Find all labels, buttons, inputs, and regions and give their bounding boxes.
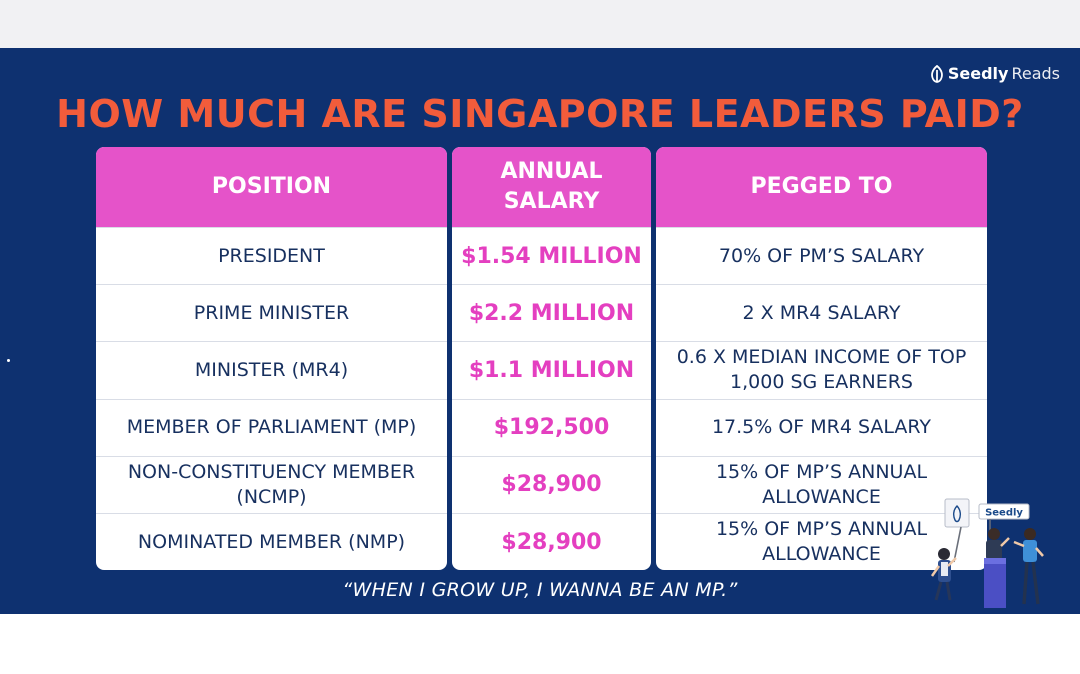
brand-logo: Seedly Reads — [929, 64, 1060, 83]
speaker-figure — [984, 528, 1010, 608]
table-cell-position: NOMINATED MEMBER (NMP) — [96, 512, 447, 570]
table-cell-position: MEMBER OF PARLIAMENT (MP) — [96, 398, 447, 456]
quote-caption: “WHEN I GROW UP, I WANNA BE AN MP.” — [342, 579, 738, 601]
table-cell-salary: $192,500 — [452, 398, 651, 456]
table-cell-pegged: 17.5% OF MR4 SALARY — [656, 398, 987, 456]
infographic-banner: Seedly Reads HOW MUCH ARE SINGAPORE LEAD… — [0, 48, 1080, 614]
top-strip — [0, 0, 1080, 48]
people-illustration: Seedly — [930, 498, 1044, 608]
salary-header: ANNUAL SALARY — [452, 147, 651, 227]
table-cell-pegged: 70% OF PM’S SALARY — [656, 227, 987, 284]
table-cell-salary: $2.2 MILLION — [452, 284, 651, 341]
table-cell-position: PRESIDENT — [96, 227, 447, 284]
table-cell-salary: $28,900 — [452, 455, 651, 513]
table-cell-salary: $28,900 — [452, 512, 651, 570]
woman-with-sign — [930, 498, 970, 601]
man-pointing — [1013, 528, 1044, 605]
table-cell-pegged: 2 X MR4 SALARY — [656, 284, 987, 341]
table-cell-salary: $1.54 MILLION — [452, 227, 651, 284]
table-cell-pegged: 15% OF MP’S ANNUAL ALLOWANCE — [656, 512, 987, 570]
table-cell-salary: $1.1 MILLION — [452, 341, 651, 398]
sign-label: Seedly — [985, 508, 1023, 519]
table-cell-position: MINISTER (MR4) — [96, 341, 447, 398]
salary-column: ANNUAL SALARY $1.54 MILLION $2.2 MILLION… — [452, 147, 651, 570]
pegged-column: PEGGED TO 70% OF PM’S SALARY 2 X MR4 SAL… — [656, 147, 987, 570]
page-title: HOW MUCH ARE SINGAPORE LEADERS PAID? — [56, 92, 1024, 136]
position-column: POSITION PRESIDENT PRIME MINISTER MINIST… — [96, 147, 447, 570]
seedly-sprout-icon — [931, 64, 943, 83]
stray-dot — [7, 359, 10, 362]
table-cell-position: PRIME MINISTER — [96, 284, 447, 341]
table-cell-position: NON-CONSTITUENCY MEMBER (NCMP) — [96, 455, 447, 513]
table-cell-pegged: 15% OF MP’S ANNUAL ALLOWANCE — [656, 455, 987, 513]
table-cell-pegged: 0.6 X MEDIAN INCOME OF TOP 1,000 SG EARN… — [656, 341, 987, 398]
brand-name: Seedly — [947, 64, 1009, 83]
position-header: POSITION — [96, 147, 447, 227]
brand-suffix: Reads — [1011, 64, 1060, 83]
bottom-strip — [0, 614, 1080, 674]
pegged-header: PEGGED TO — [656, 147, 987, 227]
seedly-sign: Seedly — [978, 503, 1030, 536]
